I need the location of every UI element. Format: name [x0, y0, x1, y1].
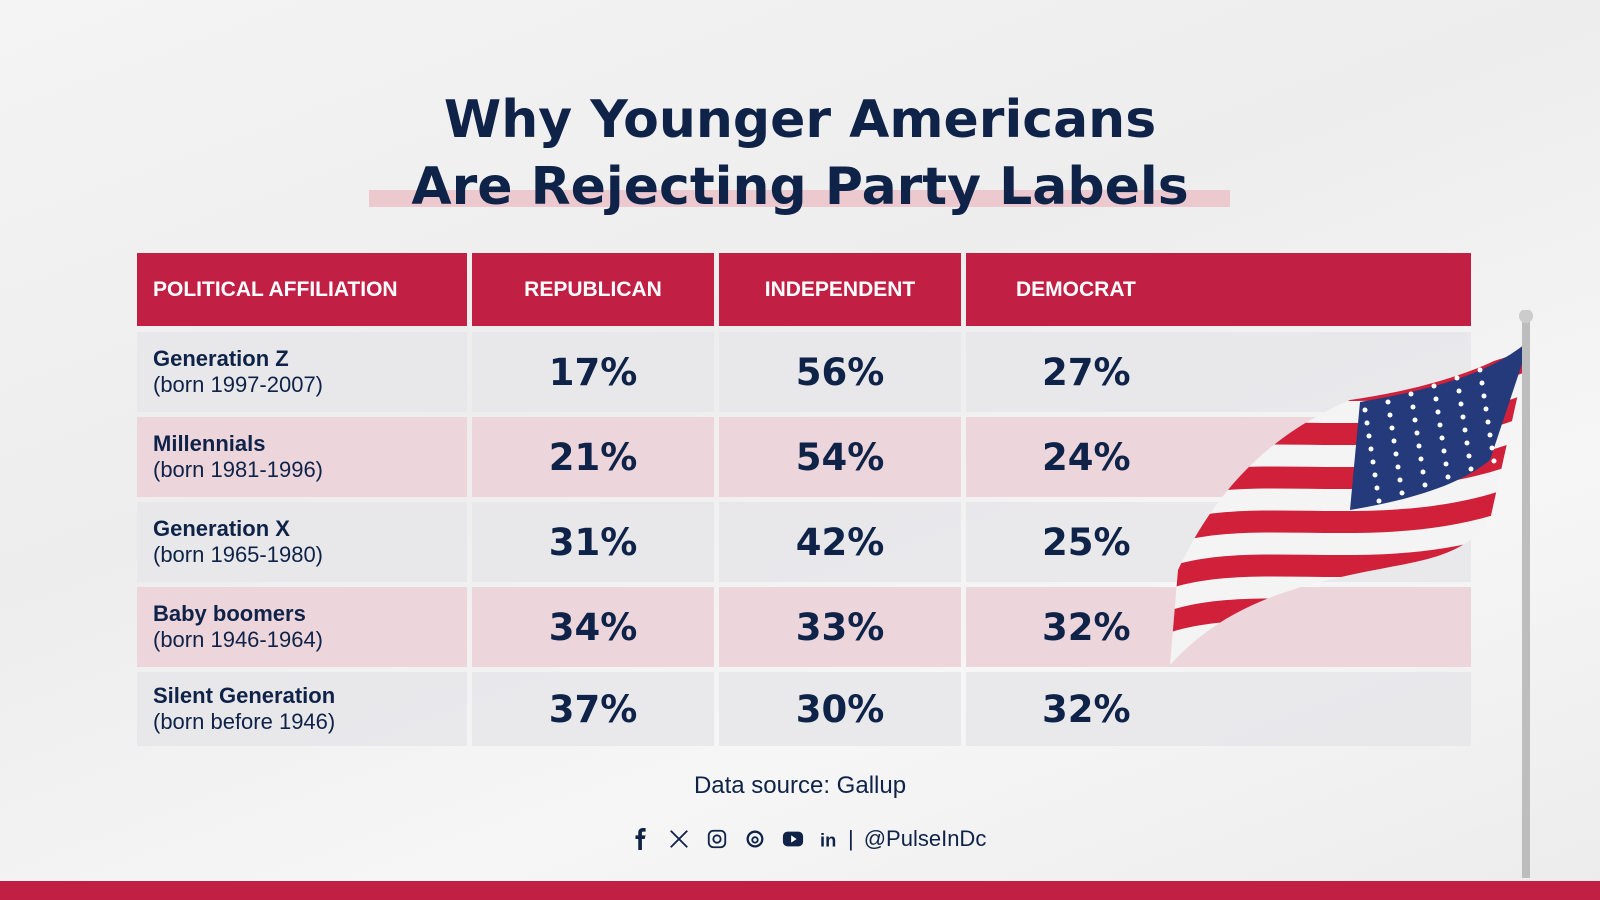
- generation-name: Baby boomers: [153, 601, 306, 626]
- birth-years: (born before 1946): [153, 709, 336, 734]
- generation-label: Generation Z (born 1997-2007): [137, 332, 467, 412]
- facebook-icon[interactable]: [630, 828, 652, 850]
- republican-value: 31%: [472, 502, 714, 582]
- column-header: REPUBLICAN: [472, 253, 714, 326]
- flag-star: [1466, 453, 1472, 459]
- linkedin-icon[interactable]: in: [820, 828, 842, 850]
- flag-star: [1489, 445, 1495, 451]
- flag-star: [1412, 417, 1418, 423]
- title-line-2: Are Rejecting Party Labels: [411, 157, 1189, 217]
- republican-value: 37%: [472, 672, 714, 746]
- flag-star: [1464, 440, 1470, 446]
- flag-star: [1364, 420, 1370, 426]
- flag-star: [1418, 456, 1424, 462]
- flag-star: [1491, 458, 1497, 464]
- flag-star: [1389, 425, 1395, 431]
- generation-name: Silent Generation: [153, 683, 336, 708]
- flag-star: [1481, 393, 1487, 399]
- generation-label: Silent Generation (born before 1946): [137, 672, 467, 746]
- flag-star: [1368, 446, 1374, 452]
- republican-value: 34%: [472, 587, 714, 667]
- flag-star: [1420, 469, 1426, 475]
- flag-star: [1376, 498, 1382, 504]
- birth-years: (born 1997-2007): [153, 372, 324, 397]
- flag-star: [1393, 451, 1399, 457]
- social-bar: in | @PulseInDc: [630, 826, 986, 852]
- generation-name: Millennials: [153, 431, 266, 456]
- flag-star: [1477, 367, 1483, 373]
- flag-star: [1422, 482, 1428, 488]
- flag-star: [1483, 406, 1489, 412]
- data-source: Data source: Gallup: [693, 772, 907, 799]
- flag-star: [1441, 448, 1447, 454]
- independent-value: 56%: [719, 332, 961, 412]
- independent-value: 33%: [719, 587, 961, 667]
- flag-star: [1468, 466, 1474, 472]
- flag-star: [1485, 419, 1491, 425]
- x-icon[interactable]: [668, 828, 690, 850]
- bottom-accent-bar: [0, 881, 1600, 900]
- flag-star: [1370, 459, 1376, 465]
- svg-text:in: in: [820, 829, 836, 850]
- flag-star: [1408, 391, 1414, 397]
- birth-years: (born 1965-1980): [153, 542, 324, 567]
- flag-stripe: [1170, 510, 1530, 592]
- flag-star: [1443, 461, 1449, 467]
- flag-star: [1458, 401, 1464, 407]
- threads-icon[interactable]: [744, 828, 766, 850]
- flag-star: [1410, 404, 1416, 410]
- republican-value: 21%: [472, 417, 714, 497]
- column-header: POLITICAL AFFILIATION: [137, 253, 467, 326]
- birth-years: (born 1981-1996): [153, 457, 324, 482]
- flag-star: [1445, 474, 1451, 480]
- flag-star: [1456, 388, 1462, 394]
- flag-star: [1460, 414, 1466, 420]
- flag-star: [1385, 399, 1391, 405]
- independent-value: 30%: [719, 672, 961, 746]
- flag-star: [1366, 433, 1372, 439]
- flag-star: [1454, 375, 1460, 381]
- flag-star: [1397, 477, 1403, 483]
- flag-star: [1437, 422, 1443, 428]
- flag-star: [1479, 380, 1485, 386]
- flag-star: [1374, 485, 1380, 491]
- flag-star: [1362, 407, 1368, 413]
- separator: |: [848, 826, 854, 851]
- flag-star: [1391, 438, 1397, 444]
- flag-star: [1414, 430, 1420, 436]
- social-handle[interactable]: @PulseInDc: [863, 826, 987, 851]
- column-header: INDEPENDENT: [719, 253, 961, 326]
- flag-stripe: [1170, 466, 1530, 548]
- flag-star: [1387, 412, 1393, 418]
- flag-star: [1431, 383, 1437, 389]
- flag-star: [1416, 443, 1422, 449]
- flag-star: [1462, 427, 1468, 433]
- title-highlight: [369, 190, 1230, 207]
- independent-value: 54%: [719, 417, 961, 497]
- generation-label: Millennials (born 1981-1996): [137, 417, 467, 497]
- flag-star: [1433, 396, 1439, 402]
- instagram-icon[interactable]: [706, 828, 728, 850]
- generation-name: Generation X: [153, 516, 290, 541]
- democrat-value: 32%: [966, 672, 1471, 746]
- flag-star: [1435, 409, 1441, 415]
- generation-name: Generation Z: [153, 346, 289, 371]
- birth-years: (born 1946-1964): [153, 627, 324, 652]
- flag-star: [1372, 472, 1378, 478]
- generation-label: Generation X (born 1965-1980): [137, 502, 467, 582]
- flag-star: [1395, 464, 1401, 470]
- republican-value: 17%: [472, 332, 714, 412]
- flag-stripe: [1170, 422, 1530, 504]
- youtube-icon[interactable]: [782, 828, 804, 850]
- american-flag-image: [1170, 310, 1533, 878]
- flag-star: [1439, 435, 1445, 441]
- column-header: DEMOCRAT: [966, 253, 1471, 326]
- generation-label: Baby boomers (born 1946-1964): [137, 587, 467, 667]
- flag-star: [1487, 432, 1493, 438]
- independent-value: 42%: [719, 502, 961, 582]
- title-line-1: Why Younger Americans: [443, 90, 1157, 150]
- flag-star: [1399, 490, 1405, 496]
- democrat-value: 27%: [966, 332, 1471, 412]
